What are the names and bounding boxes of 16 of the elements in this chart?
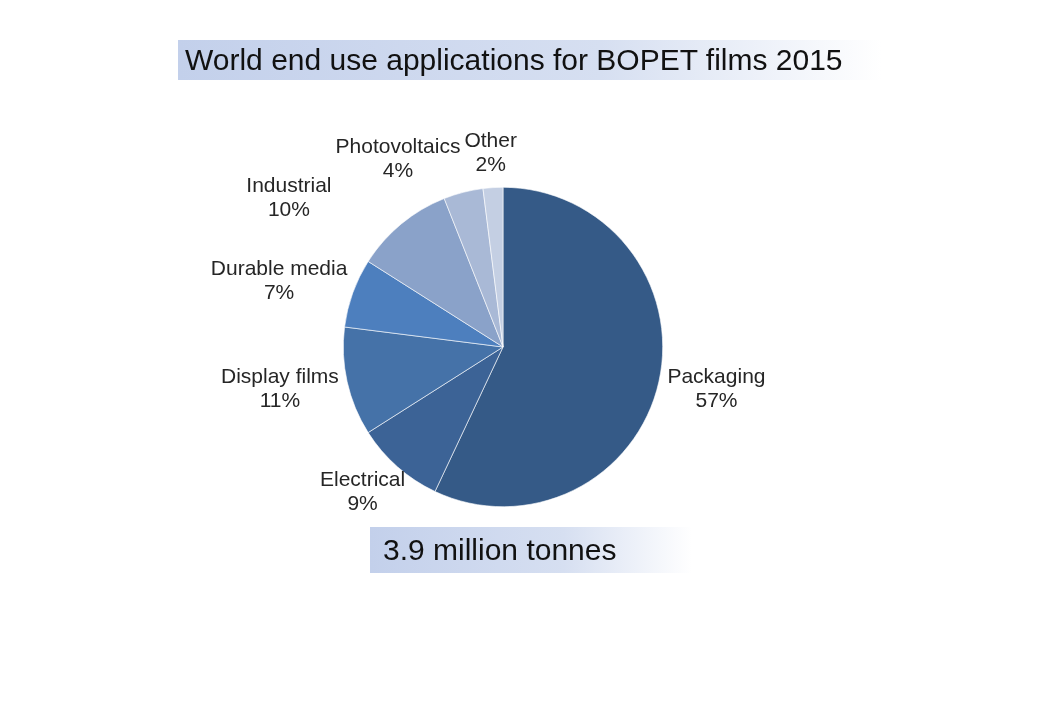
slice-label: Display films <box>220 364 339 388</box>
chart-title: World end use applications for BOPET films 2015 <box>178 40 882 80</box>
data-label: 9% <box>347 491 378 515</box>
slice-label: Durable media <box>210 256 348 280</box>
data-label: 11% <box>259 388 301 412</box>
slice-label: Other <box>464 128 517 152</box>
data-label: 2% <box>475 152 506 176</box>
data-label: 57% <box>695 388 738 412</box>
slice-label: Electrical <box>320 467 406 491</box>
text: 3.9 million tonnes <box>370 527 692 573</box>
slice-label: Packaging <box>667 364 766 388</box>
data-label: 7% <box>263 280 295 304</box>
slice-label: Photovoltaics <box>335 134 461 158</box>
slice-label: Industrial <box>246 172 332 196</box>
data-label: 10% <box>267 196 310 220</box>
data-label: 4% <box>382 158 414 182</box>
